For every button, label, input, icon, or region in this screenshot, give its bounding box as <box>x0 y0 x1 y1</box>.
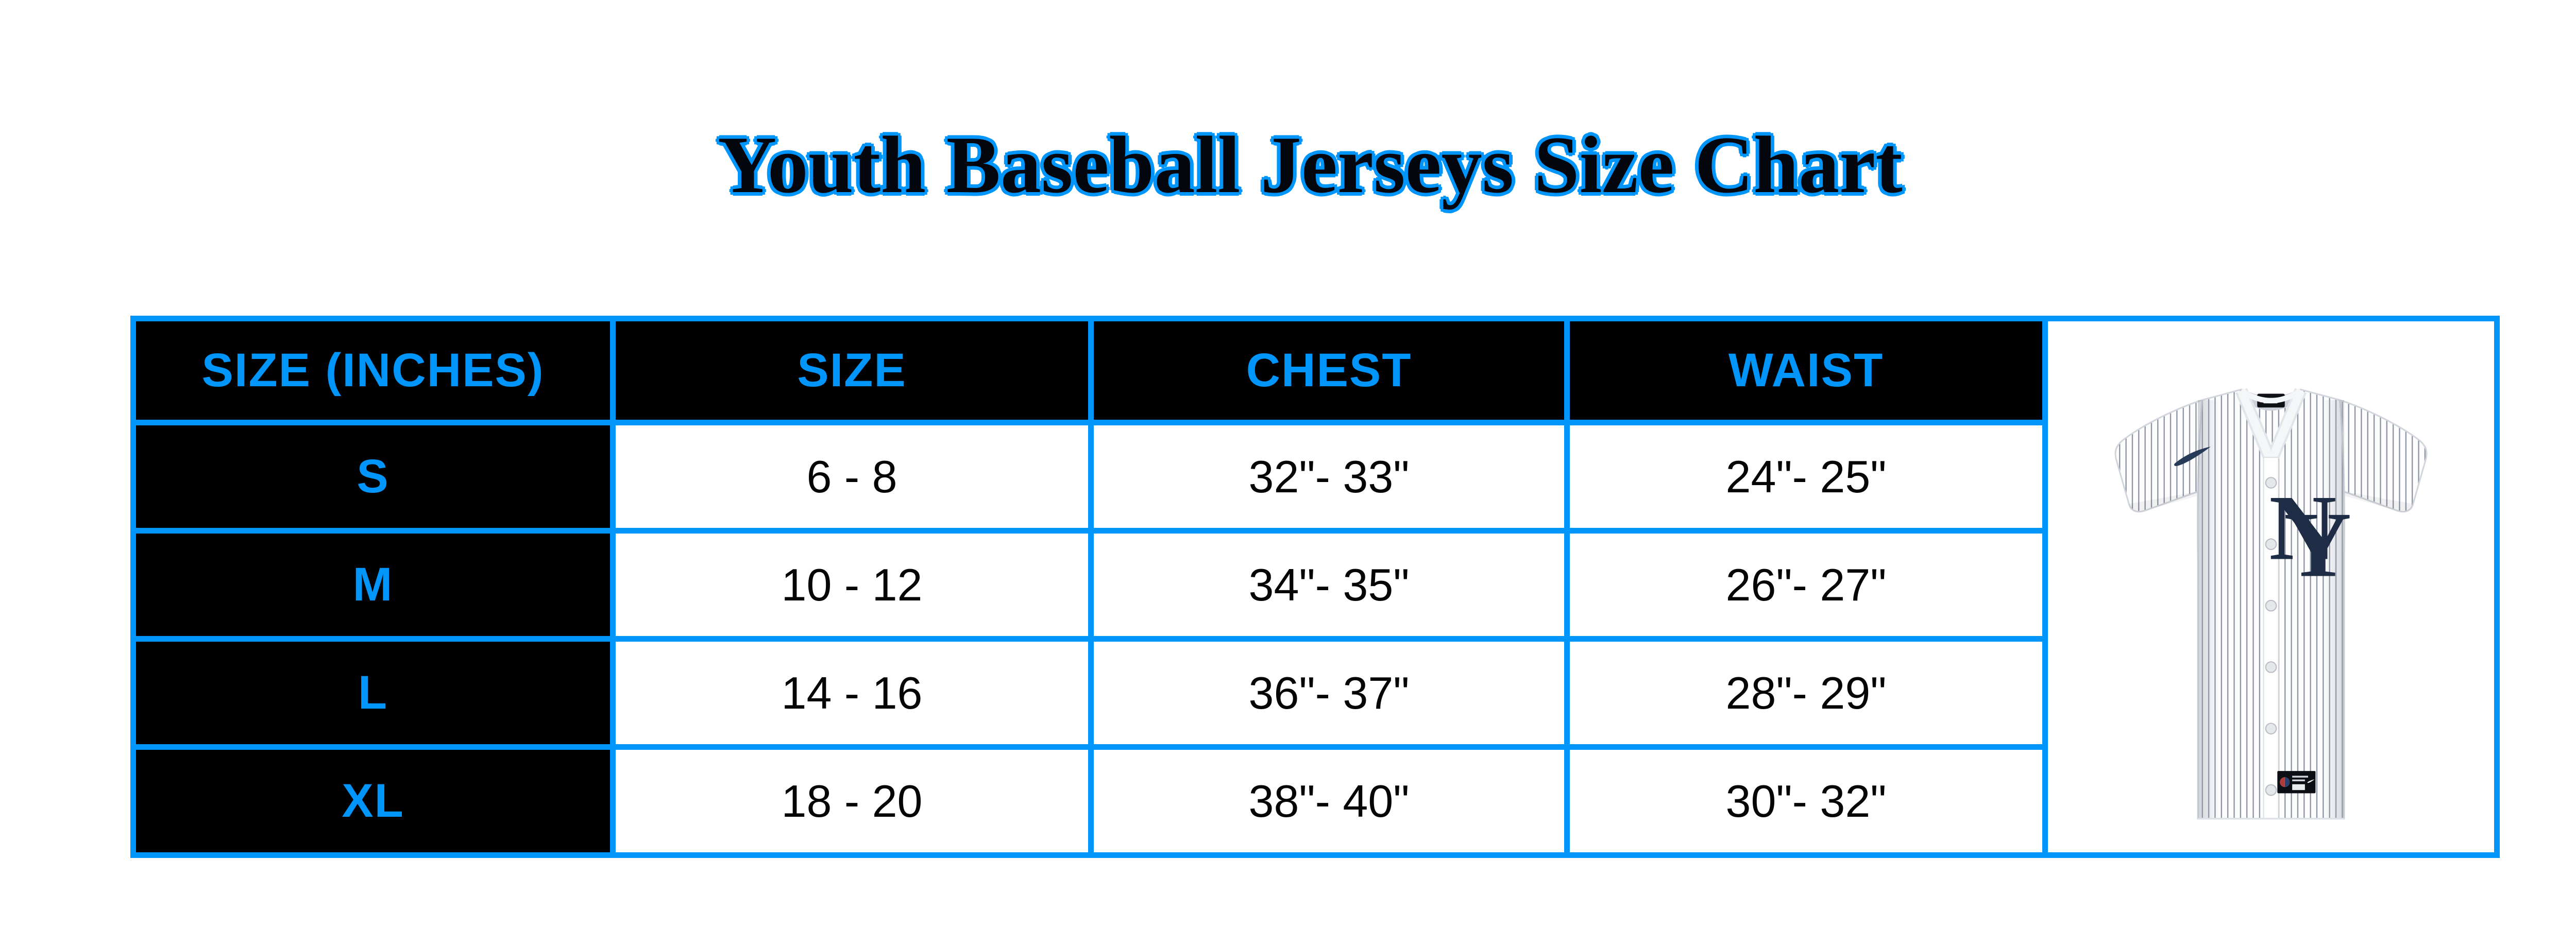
svg-text:Y: Y <box>2284 493 2351 596</box>
jersey-button <box>2265 784 2277 796</box>
table-row: XL 18 - 20 38"- 40" 30"- 32" <box>130 744 2497 858</box>
jersey-placket <box>2263 456 2279 819</box>
header-row: SIZE (INCHES) SIZE CHEST WAIST <box>130 316 2500 858</box>
column-header-size-inches: SIZE (INCHES) <box>130 316 616 425</box>
cell-size-label: XL <box>130 744 616 858</box>
cell-chest: 34"- 35" <box>1088 528 1570 642</box>
cell-chest: 36"- 37" <box>1088 636 1570 750</box>
yankees-jersey-image: N Y <box>2114 388 2428 820</box>
jock-tag <box>2277 771 2316 794</box>
table-row: L 14 - 16 36"- 37" 28"- 29" <box>130 636 2497 750</box>
column-header-waist: WAIST <box>1564 316 2048 425</box>
table-row: S 6 - 8 32"- 33" 24"- 25" <box>130 420 2497 534</box>
column-header-chest: CHEST <box>1088 316 1570 425</box>
cell-waist: 24"- 25" <box>1564 420 2048 534</box>
cell-size: 10 - 12 <box>610 528 1094 642</box>
cell-waist: 30"- 32" <box>1564 744 2048 858</box>
svg-text:N: N <box>2269 477 2336 580</box>
cell-size-label: L <box>130 636 616 750</box>
cell-size: 14 - 16 <box>610 636 1094 750</box>
cell-chest: 32"- 33" <box>1088 420 1570 534</box>
table-row: M 10 - 12 34"- 35" 26"- 27" <box>130 528 2497 642</box>
cell-size: 6 - 8 <box>610 420 1094 534</box>
jersey-button <box>2265 538 2277 551</box>
page-title: Youth Baseball Jerseys Size Chart <box>718 120 1903 210</box>
jersey-image-cell: N Y <box>2042 316 2500 858</box>
jersey-button <box>2265 723 2277 735</box>
cell-size-label: M <box>130 528 616 642</box>
cell-size-label: S <box>130 420 616 534</box>
ny-logo: N Y <box>2269 477 2351 597</box>
cell-waist: 28"- 29" <box>1564 636 2048 750</box>
size-chart-table: SIZE (INCHES) SIZE CHEST WAIST <box>130 316 2500 858</box>
jersey-button <box>2265 477 2277 489</box>
nike-swoosh-icon <box>2174 446 2211 466</box>
cell-waist: 26"- 27" <box>1564 528 2048 642</box>
jersey-sleeves <box>2114 399 2428 513</box>
jersey-button <box>2265 661 2277 673</box>
column-header-size: SIZE <box>610 316 1094 425</box>
jersey-button <box>2265 599 2277 612</box>
cell-chest: 38"- 40" <box>1088 744 1570 858</box>
cell-size: 18 - 20 <box>610 744 1094 858</box>
